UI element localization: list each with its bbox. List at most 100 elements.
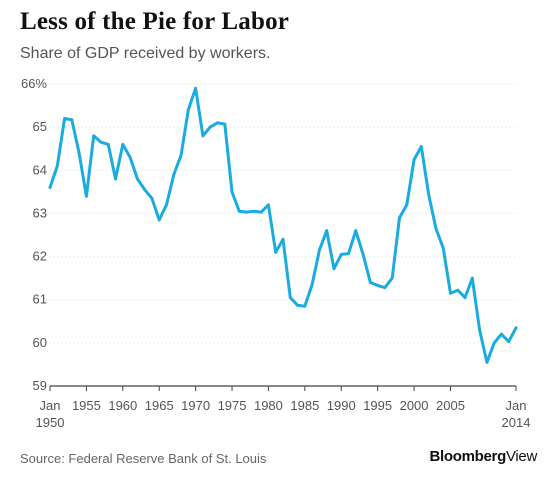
gridlines bbox=[50, 83, 516, 387]
data-point bbox=[281, 237, 285, 241]
x-tick-label: 2000 bbox=[400, 398, 429, 413]
data-point bbox=[172, 173, 176, 177]
data-point bbox=[434, 227, 438, 230]
data-point bbox=[223, 122, 227, 126]
data-point bbox=[463, 296, 467, 299]
x-tick-label: 1985 bbox=[290, 398, 319, 413]
data-point bbox=[128, 155, 132, 159]
brand-logo-bold: Bloomberg bbox=[429, 448, 506, 465]
data-point bbox=[449, 291, 452, 295]
x-tick-label: Jan bbox=[40, 398, 61, 413]
y-axis-tick-labels: 66% 65 64 63 62 61 60 59 bbox=[21, 76, 47, 393]
data-point bbox=[361, 253, 365, 256]
data-point bbox=[230, 190, 234, 194]
data-point bbox=[405, 203, 409, 207]
y-tick-label: 66% bbox=[21, 76, 47, 91]
data-point bbox=[383, 286, 387, 289]
data-point bbox=[85, 194, 88, 198]
y-tick-label: 61 bbox=[33, 292, 47, 307]
x-axis-ticks: Jan 1950 1955 1960 1965 1970 1975 1980 1985 1990 1… bbox=[36, 386, 531, 430]
data-point bbox=[332, 267, 336, 271]
x-tick-label: 2005 bbox=[436, 398, 465, 413]
data-point bbox=[274, 250, 278, 254]
data-point bbox=[419, 145, 423, 149]
source-note: Source: Federal Reserve Bank of St. Loui… bbox=[20, 451, 267, 466]
data-point bbox=[216, 121, 219, 125]
labor-share-line bbox=[48, 86, 518, 364]
data-point bbox=[478, 328, 481, 332]
y-tick-label: 63 bbox=[33, 205, 47, 220]
data-point bbox=[165, 203, 168, 207]
data-point bbox=[470, 276, 474, 280]
data-point bbox=[252, 209, 256, 213]
data-point bbox=[121, 143, 125, 146]
data-point bbox=[500, 332, 503, 336]
data-point bbox=[245, 210, 249, 214]
x-tick-label: 1980 bbox=[254, 398, 283, 413]
data-point bbox=[157, 218, 161, 222]
data-point bbox=[143, 188, 147, 192]
data-point bbox=[376, 284, 380, 287]
data-point bbox=[77, 151, 81, 155]
data-point bbox=[259, 210, 263, 214]
data-point bbox=[179, 153, 183, 157]
data-point bbox=[507, 340, 511, 343]
x-tick-label: 1955 bbox=[72, 398, 101, 413]
data-point bbox=[296, 303, 299, 307]
data-points bbox=[48, 86, 518, 364]
data-point bbox=[63, 117, 66, 120]
x-tick-label: 1990 bbox=[327, 398, 356, 413]
data-point bbox=[150, 196, 154, 200]
chart-subtitle: Share of GDP received by workers. bbox=[20, 45, 271, 62]
data-point bbox=[514, 326, 518, 330]
data-point bbox=[48, 186, 52, 189]
data-point bbox=[427, 192, 430, 196]
x-tick-label: 1995 bbox=[363, 398, 392, 413]
x-tick-label-year: 1950 bbox=[36, 415, 65, 430]
data-point bbox=[390, 276, 394, 280]
data-point bbox=[70, 118, 74, 122]
brand-logo: BloombergView bbox=[429, 448, 537, 465]
x-tick-label: 1960 bbox=[108, 398, 137, 413]
data-point bbox=[201, 134, 205, 138]
y-tick-label: 64 bbox=[33, 162, 47, 177]
data-point bbox=[325, 229, 329, 233]
data-point bbox=[310, 283, 314, 286]
data-point bbox=[456, 288, 460, 292]
data-point bbox=[237, 209, 241, 213]
data-point bbox=[492, 341, 496, 345]
data-point bbox=[354, 229, 358, 233]
data-point bbox=[441, 246, 445, 250]
chart-title: Less of the Pie for Labor bbox=[20, 8, 290, 35]
data-point bbox=[208, 125, 212, 129]
data-point bbox=[186, 108, 190, 112]
brand-logo-light: View bbox=[505, 448, 537, 465]
data-point bbox=[55, 164, 59, 168]
x-tick-label: Jan bbox=[506, 398, 527, 413]
x-tick-label: 1975 bbox=[218, 398, 247, 413]
data-point bbox=[485, 360, 489, 364]
data-point bbox=[303, 304, 307, 308]
y-tick-label: 60 bbox=[33, 335, 47, 350]
data-point bbox=[267, 203, 270, 207]
x-tick-label-year: 2014 bbox=[502, 415, 531, 430]
data-point bbox=[288, 296, 292, 299]
data-point bbox=[412, 158, 416, 161]
y-tick-label: 59 bbox=[33, 378, 47, 393]
data-point bbox=[318, 248, 321, 252]
x-tick-label: 1970 bbox=[181, 398, 210, 413]
data-point bbox=[99, 140, 103, 144]
data-point bbox=[114, 177, 117, 181]
data-point bbox=[136, 177, 139, 181]
data-point bbox=[369, 281, 372, 284]
y-tick-label: 65 bbox=[33, 119, 47, 134]
data-point bbox=[347, 252, 350, 256]
y-tick-label: 62 bbox=[33, 249, 47, 264]
x-tick-label: 1965 bbox=[145, 398, 174, 413]
data-point bbox=[339, 253, 343, 256]
data-point bbox=[106, 143, 110, 146]
data-point bbox=[194, 86, 198, 90]
data-point bbox=[398, 216, 401, 220]
data-point bbox=[92, 134, 96, 138]
